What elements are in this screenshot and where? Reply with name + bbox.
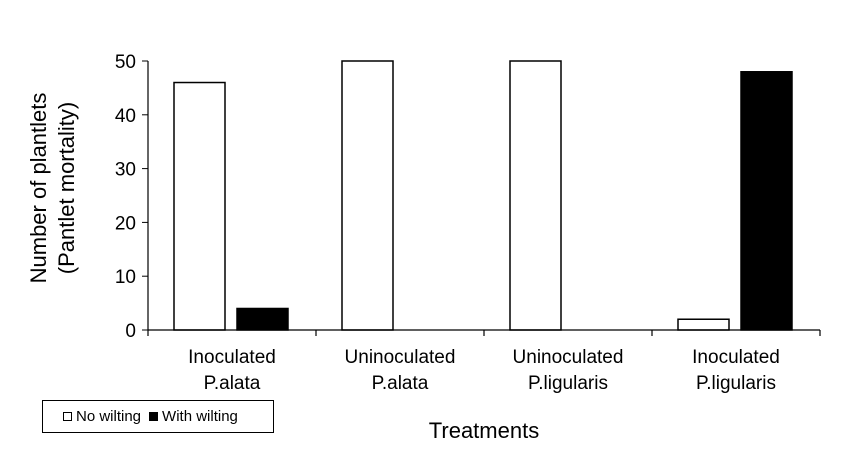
y-tick-label-50: 50 bbox=[115, 52, 136, 73]
x-axis-categories: Inoculated P.alata Uninoculated P.alata Unin… bbox=[188, 347, 780, 394]
y-tick-label-0: 0 bbox=[125, 321, 136, 342]
y-tick-label-20: 20 bbox=[115, 213, 136, 234]
bar-no-wilting-2 bbox=[341, 60, 394, 331]
bar-with-wilting-4 bbox=[740, 71, 793, 331]
x-category-label-1-line-2: P.alata bbox=[204, 373, 261, 394]
y-axis-title-line-2: (Pantlet mortality) bbox=[54, 102, 79, 274]
y-tick-label-30: 30 bbox=[115, 160, 136, 181]
x-category-label-2-line-1: Uninoculated bbox=[345, 347, 456, 368]
x-category-label-3-line-1: Uninoculated bbox=[513, 347, 624, 368]
bar-no-wilting-1 bbox=[173, 81, 226, 331]
legend-swatch-with-wilting bbox=[149, 412, 159, 421]
x-category-label-1-line-1: Inoculated bbox=[188, 347, 276, 368]
y-tick-label-40: 40 bbox=[115, 106, 136, 127]
bar-no-wilting-3 bbox=[509, 60, 562, 331]
legend-label-with-wilting: With wilting bbox=[162, 408, 238, 425]
legend: No wilting With wilting bbox=[42, 400, 274, 433]
y-tick-label-10: 10 bbox=[115, 267, 136, 288]
axes bbox=[147, 61, 821, 336]
x-category-label-2-line-2: P.alata bbox=[372, 373, 429, 394]
bar-with-wilting-1 bbox=[236, 307, 289, 331]
bars bbox=[173, 60, 793, 331]
bar-no-wilting-4 bbox=[677, 318, 730, 331]
legend-swatch-no-wilting bbox=[63, 412, 72, 421]
legend-item-no-wilting: No wilting bbox=[63, 408, 141, 425]
legend-label-no-wilting: No wilting bbox=[76, 408, 142, 425]
x-axis-title: Treatments bbox=[429, 418, 539, 443]
y-axis-title-line-1: Number of plantlets bbox=[26, 93, 51, 284]
y-axis-ticks: 0 10 20 30 40 50 bbox=[115, 52, 148, 342]
x-category-label-3-line-2: P.ligularis bbox=[528, 373, 608, 394]
y-axis-title: Number of plantlets (Pantlet mortality) bbox=[26, 93, 79, 284]
x-category-label-4-line-1: Inoculated bbox=[692, 347, 780, 368]
x-category-label-4-line-2: P.ligularis bbox=[696, 373, 776, 394]
legend-item-with-wilting: With wilting bbox=[149, 408, 238, 425]
